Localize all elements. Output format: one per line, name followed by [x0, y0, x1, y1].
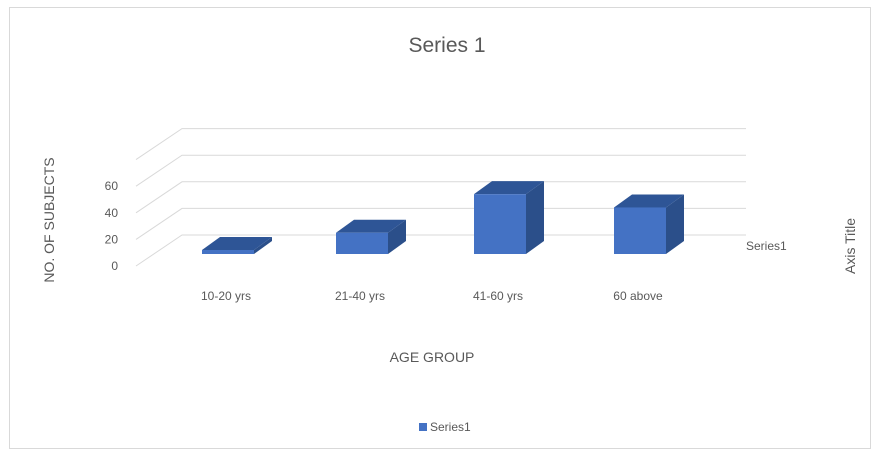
gridline [135, 234, 746, 267]
bar-top [614, 194, 684, 208]
bar [336, 219, 406, 254]
x-tick-label: 41-60 yrs [473, 289, 523, 303]
y-tick-label: 60 [105, 179, 119, 193]
bar [202, 237, 272, 254]
gridlines [135, 128, 746, 267]
x-axis-title: AGE GROUP [390, 349, 475, 365]
x-tick-label: 10-20 yrs [201, 289, 251, 303]
y-axis-title: NO. OF SUBJECTS [41, 157, 57, 282]
bar-front [202, 250, 254, 254]
bar-side [526, 181, 544, 254]
gridline [135, 128, 746, 161]
y-tick-labels: 0 20 40 60 [105, 179, 119, 273]
legend-label: Series1 [430, 420, 471, 434]
bar-side [666, 194, 684, 254]
chart-title: Series 1 [408, 34, 485, 57]
bar-front [614, 207, 666, 254]
legend: Series1 [419, 420, 471, 434]
gridline [135, 154, 746, 187]
bar-top [202, 237, 272, 251]
legend-swatch [419, 423, 427, 431]
bar-top [474, 181, 544, 195]
y-tick-label: 20 [105, 232, 119, 246]
bar [614, 194, 684, 254]
bar [474, 181, 544, 254]
bar-front [474, 194, 526, 254]
depth-category-label: Series1 [746, 239, 787, 253]
bar-side [388, 219, 406, 254]
bar-top [336, 219, 406, 233]
gridline [135, 207, 746, 240]
bar-side [254, 237, 272, 254]
y-tick-label: 0 [111, 259, 118, 273]
depth-axis-title: Axis Title [842, 218, 858, 274]
y-tick-label: 40 [105, 206, 119, 220]
gridline [135, 181, 746, 214]
x-tick-labels: 10-20 yrs 21-40 yrs 41-60 yrs 60 above [201, 289, 663, 303]
bar-front [336, 232, 388, 254]
x-tick-label: 21-40 yrs [335, 289, 385, 303]
x-tick-label: 60 above [613, 289, 663, 303]
bars [202, 181, 684, 254]
